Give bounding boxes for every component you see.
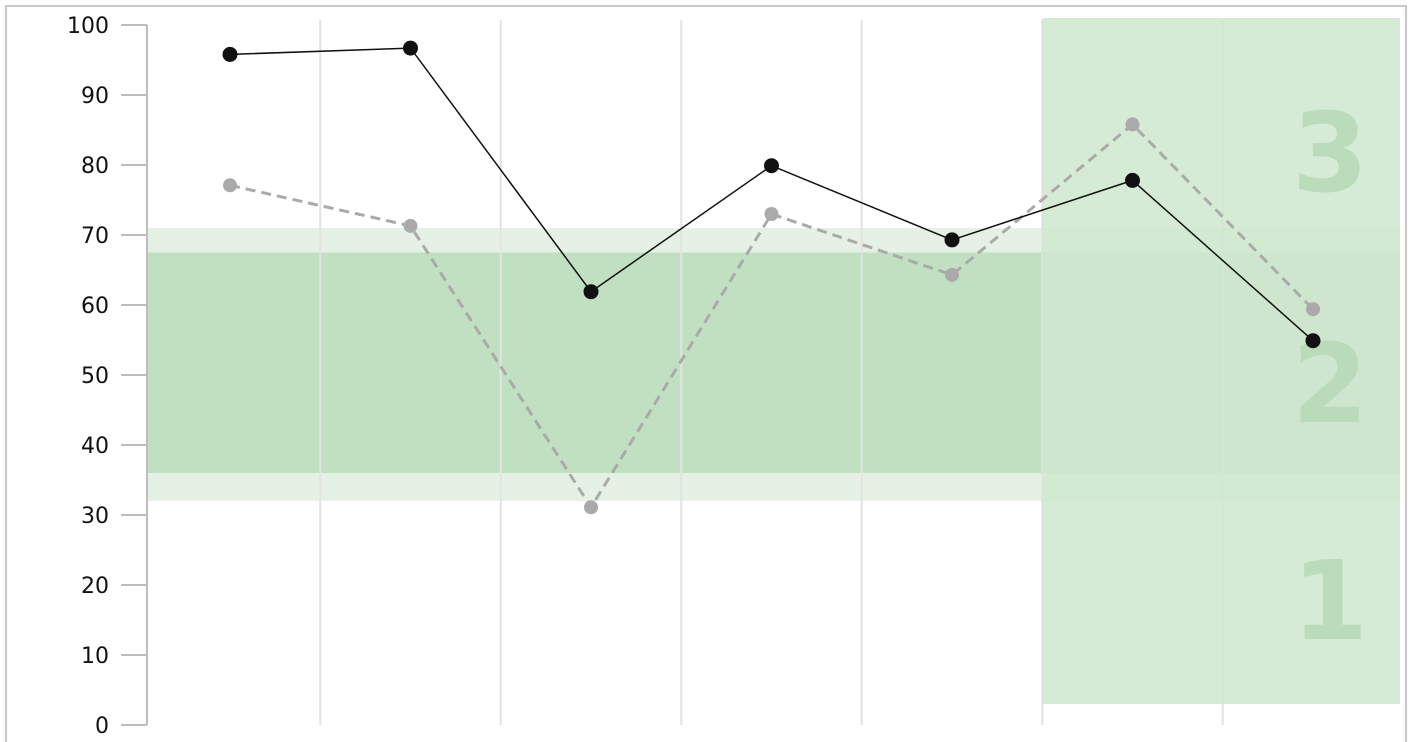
series-1-point-5 xyxy=(1125,117,1140,132)
highlight-region-layer xyxy=(1042,18,1400,704)
series-1-point-3 xyxy=(764,207,779,221)
y-tick-label-50: 50 xyxy=(81,364,109,389)
y-tick-label-80: 80 xyxy=(81,154,109,179)
series-0-point-6 xyxy=(1305,333,1321,349)
series-0-point-2 xyxy=(583,284,599,300)
zone-label-2: 2 xyxy=(1292,320,1369,448)
series-1-point-1 xyxy=(403,218,418,233)
y-tick-label-100: 100 xyxy=(67,14,109,39)
series-0-point-3 xyxy=(764,158,779,174)
y-tick-label-20: 20 xyxy=(81,574,109,599)
series-0-point-0 xyxy=(222,46,238,62)
zone-label-3: 3 xyxy=(1292,89,1369,217)
y-axis: 0 10 20 30 40 50 60 70 80 90 100 xyxy=(67,14,148,739)
series-1-point-2 xyxy=(584,500,598,515)
zone-label-1: 1 xyxy=(1292,537,1369,665)
y-tick-label-0: 0 xyxy=(95,714,109,739)
y-tick-label-70: 70 xyxy=(81,224,109,249)
series-0-point-1 xyxy=(403,40,418,56)
zone-labels-layer: 3 2 1 xyxy=(1292,89,1369,665)
y-tick-label-30: 30 xyxy=(81,504,109,529)
series-1-point-0 xyxy=(223,178,237,193)
series-0-point-5 xyxy=(1125,172,1140,188)
y-tick-label-10: 10 xyxy=(81,644,109,669)
y-tick-label-90: 90 xyxy=(81,84,109,109)
series-0-point-4 xyxy=(944,232,960,248)
highlight-region xyxy=(1042,18,1400,704)
y-tick-label-40: 40 xyxy=(81,434,109,459)
series-1-point-4 xyxy=(945,267,959,282)
y-tick-label-60: 60 xyxy=(81,294,109,319)
series-layer xyxy=(222,40,1321,515)
series-1-point-6 xyxy=(1306,302,1320,317)
